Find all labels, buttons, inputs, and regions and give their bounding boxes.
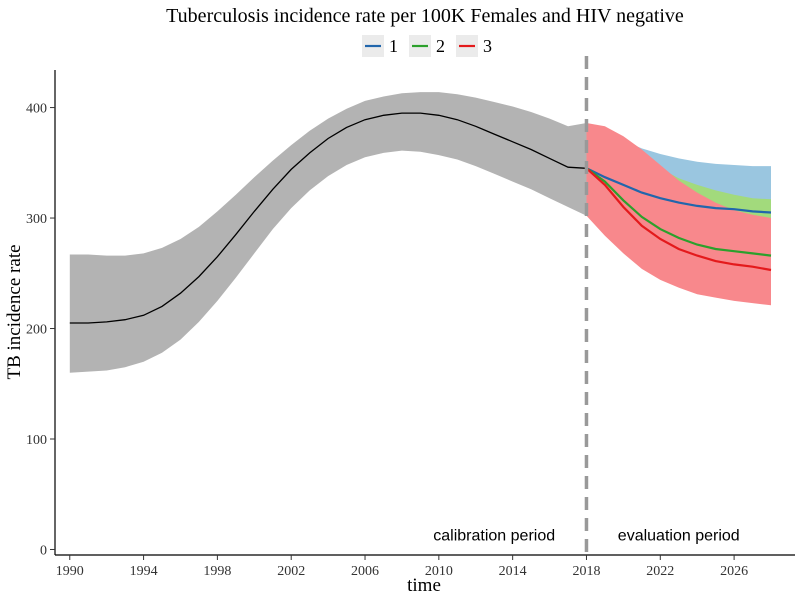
evaluation-period-label: evaluation period (618, 528, 740, 545)
series-2-line (585, 167, 772, 257)
axes: 1990 1994 1998 2002 2006 2010 2014 2018 2022 2026… (26, 70, 795, 579)
y-tick-label: 100 (26, 433, 47, 448)
calibration-band (69, 92, 587, 373)
legend-label-3: 3 (483, 36, 492, 56)
x-tick-label: 2022 (646, 564, 674, 579)
legend-label-2: 2 (436, 36, 445, 56)
chart-title: Tuberculosis incidence rate per 100K Fem… (166, 5, 684, 27)
period-annotations: calibration period evaluation period (433, 528, 739, 545)
calibration-period-label: calibration period (433, 528, 555, 545)
series-1-line (586, 167, 772, 214)
x-tick-label: 1998 (203, 564, 231, 579)
x-tick-label: 2006 (351, 564, 379, 579)
calibration-line (69, 112, 587, 324)
x-tick-label: 2014 (499, 564, 527, 579)
confidence-bands (69, 92, 771, 373)
legend: 1 2 3 (362, 35, 492, 57)
x-tick-label: 1990 (56, 564, 84, 579)
y-tick-label: 400 (26, 102, 47, 117)
x-tick-label: 2002 (277, 564, 305, 579)
series-3-band (586, 123, 771, 306)
x-axis-label: time (407, 575, 441, 596)
y-axis-label: TB incidence rate (4, 244, 25, 379)
y-tick-label: 300 (26, 212, 47, 227)
x-tick-label: 2018 (572, 564, 600, 579)
y-tick-label: 200 (26, 323, 47, 338)
x-tick-label: 2026 (720, 564, 748, 579)
series-3-line (585, 167, 772, 272)
x-tick-label: 2010 (425, 564, 453, 579)
legend-label-1: 1 (389, 36, 398, 56)
x-tick-label: 1994 (130, 564, 158, 579)
series-lines (69, 112, 772, 324)
y-tick-label: 0 (40, 543, 47, 558)
